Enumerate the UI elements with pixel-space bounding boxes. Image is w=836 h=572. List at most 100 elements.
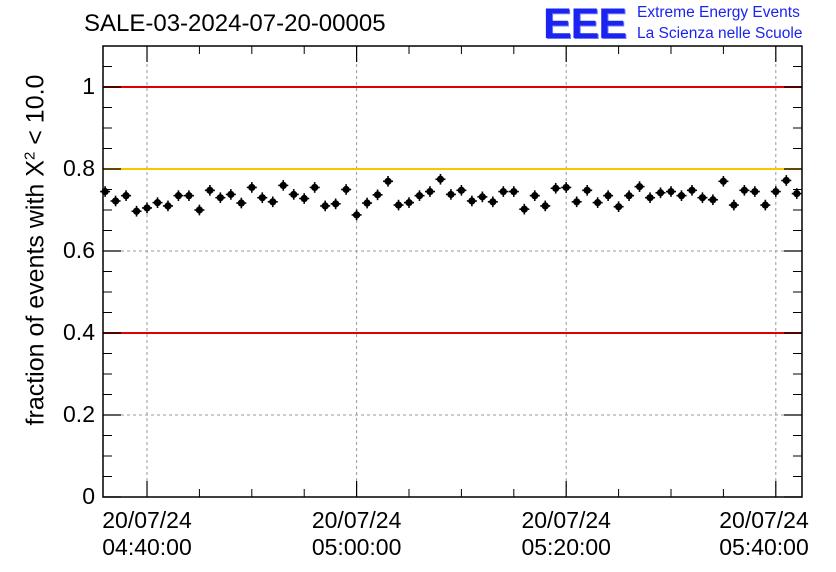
data-point <box>100 186 111 197</box>
point-marker <box>782 176 790 185</box>
data-point <box>445 189 456 200</box>
point-marker <box>132 207 141 215</box>
point-marker <box>373 191 382 199</box>
x-tick-time: 04:40:00 <box>102 534 192 560</box>
point-marker <box>730 201 738 209</box>
data-point <box>215 192 226 204</box>
data-point <box>330 198 341 210</box>
y-tick-label: 0.4 <box>63 319 95 345</box>
data-point <box>781 175 792 186</box>
y-tick-label: 0.6 <box>63 237 95 263</box>
data-point <box>320 200 331 212</box>
point-marker <box>761 201 769 209</box>
data-point <box>236 197 247 209</box>
data-point <box>561 182 572 193</box>
data-point <box>550 182 561 194</box>
data-point <box>131 205 142 217</box>
point-marker <box>793 190 801 198</box>
point-marker <box>321 202 329 210</box>
point-marker <box>478 193 486 201</box>
point-marker <box>541 202 549 210</box>
point-marker <box>164 202 172 210</box>
eee-logo-mark: EEE <box>543 0 627 48</box>
point-marker <box>447 190 455 199</box>
point-marker <box>457 186 466 194</box>
data-point <box>183 190 194 201</box>
data-point <box>362 197 373 209</box>
point-marker <box>667 187 675 196</box>
data-point <box>655 187 666 199</box>
point-marker <box>510 187 518 196</box>
x-tick-label: 20/07/24 05:20:00 <box>496 507 636 561</box>
point-marker <box>248 183 256 192</box>
data-point <box>110 195 121 207</box>
point-marker <box>353 211 361 219</box>
logo-line-1: Extreme Energy Events <box>637 4 800 21</box>
data-point <box>613 201 624 213</box>
point-marker <box>258 194 266 202</box>
data-point <box>498 186 509 197</box>
point-marker <box>237 199 245 207</box>
data-point <box>686 184 697 196</box>
data-point <box>435 173 446 185</box>
x-tick-label: 20/07/24 05:00:00 <box>287 507 427 561</box>
x-tick-date: 20/07/24 <box>521 507 611 533</box>
point-marker <box>174 192 183 200</box>
point-marker <box>311 183 319 192</box>
data-point <box>424 186 435 197</box>
data-point <box>257 192 268 204</box>
point-marker <box>646 194 654 202</box>
point-marker <box>772 187 780 196</box>
point-marker <box>122 192 130 200</box>
data-point <box>246 182 257 193</box>
grid <box>103 46 802 497</box>
point-marker <box>552 184 560 192</box>
data-point <box>739 184 750 196</box>
point-marker <box>227 190 235 199</box>
data-point <box>383 175 394 187</box>
point-marker <box>520 205 528 213</box>
point-marker <box>143 204 151 212</box>
data-point <box>749 186 760 197</box>
data-point <box>393 199 404 211</box>
point-marker <box>269 198 277 206</box>
data-point <box>645 192 656 204</box>
data-point <box>142 202 153 214</box>
data-point <box>466 195 477 207</box>
data-point <box>519 203 530 215</box>
chart-title: SALE-03-2024-07-20-00005 <box>84 10 386 37</box>
data-point <box>309 182 320 193</box>
data-point <box>728 199 739 211</box>
point-marker <box>415 192 424 200</box>
point-marker <box>594 199 602 207</box>
point-marker <box>698 194 707 202</box>
logo-line-2: La Scienza nelle Scuole <box>637 25 803 42</box>
data-point <box>456 184 467 196</box>
data-point <box>487 196 498 208</box>
y-tick-label: 0.8 <box>63 155 95 181</box>
point-marker <box>625 192 633 200</box>
data-point <box>194 204 205 216</box>
point-marker <box>635 183 644 191</box>
data-point <box>697 192 708 204</box>
point-marker <box>195 206 204 214</box>
point-marker <box>332 200 340 208</box>
point-marker <box>185 192 193 200</box>
data-point <box>267 196 278 208</box>
data-point <box>351 209 362 221</box>
point-marker <box>677 192 686 200</box>
data-point <box>173 190 184 201</box>
x-tick-date: 20/07/24 <box>102 507 192 533</box>
data-point <box>414 190 425 201</box>
x-tick-date: 20/07/24 <box>719 507 809 533</box>
data-point <box>152 197 163 208</box>
y-axis-label-prefix: fraction of events with X <box>21 160 50 426</box>
data-point <box>162 200 173 212</box>
y-tick-label: 1 <box>82 73 95 99</box>
point-marker <box>604 192 612 200</box>
data-point <box>666 186 677 197</box>
point-marker <box>290 190 298 199</box>
point-marker <box>363 199 371 207</box>
data-point <box>121 190 132 201</box>
reference-lines <box>103 86 802 334</box>
